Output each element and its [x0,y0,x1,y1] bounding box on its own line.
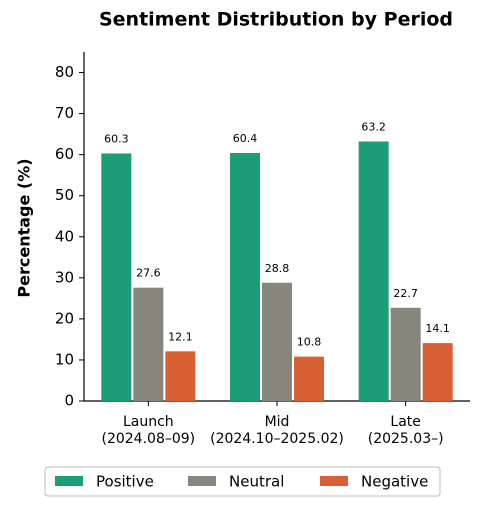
y-tick-label: 60 [55,145,74,163]
value-label: 14.1 [425,322,450,335]
legend-label: Positive [96,473,154,491]
value-label: 60.4 [233,132,258,145]
bar [358,141,389,401]
y-tick-label: 30 [55,268,74,286]
value-label: 60.3 [104,132,129,145]
y-tick-label: 70 [55,104,74,122]
bar [422,343,453,401]
bar [262,282,292,401]
y-tick-label: 50 [55,186,74,204]
x-tick-label: Mid [265,414,290,430]
x-tick-label: (2025.03–) [368,431,444,447]
value-label: 28.8 [265,262,290,275]
x-tick-label: Late [390,414,420,430]
bar [133,287,164,401]
legend-label: Negative [361,473,428,491]
x-tick-label: (2024.10–2025.02) [210,431,344,447]
x-tick-label: (2024.08–09) [102,431,196,447]
bar [390,307,421,401]
y-tick-label: 0 [64,392,74,410]
bar [165,351,196,401]
legend-swatch [320,476,348,486]
y-axis-label: Percentage (%) [15,158,34,297]
bar [294,356,324,401]
value-label: 63.2 [361,121,386,134]
value-label: 12.1 [168,330,193,343]
legend-swatch [188,476,216,486]
value-label: 10.8 [297,336,322,349]
bar [230,153,260,401]
value-label: 22.7 [393,287,418,300]
y-tick-label: 20 [55,309,74,327]
x-tick-label: Launch [123,414,174,430]
y-tick-label: 10 [55,350,74,368]
legend-swatch [55,476,83,486]
value-label: 27.6 [136,267,161,280]
y-tick-label: 40 [55,227,74,245]
y-tick-label: 80 [55,63,74,81]
legend-label: Neutral [229,473,284,491]
chart-title: Sentiment Distribution by Period [99,9,453,31]
bar [101,153,132,401]
legend-box [44,466,441,497]
